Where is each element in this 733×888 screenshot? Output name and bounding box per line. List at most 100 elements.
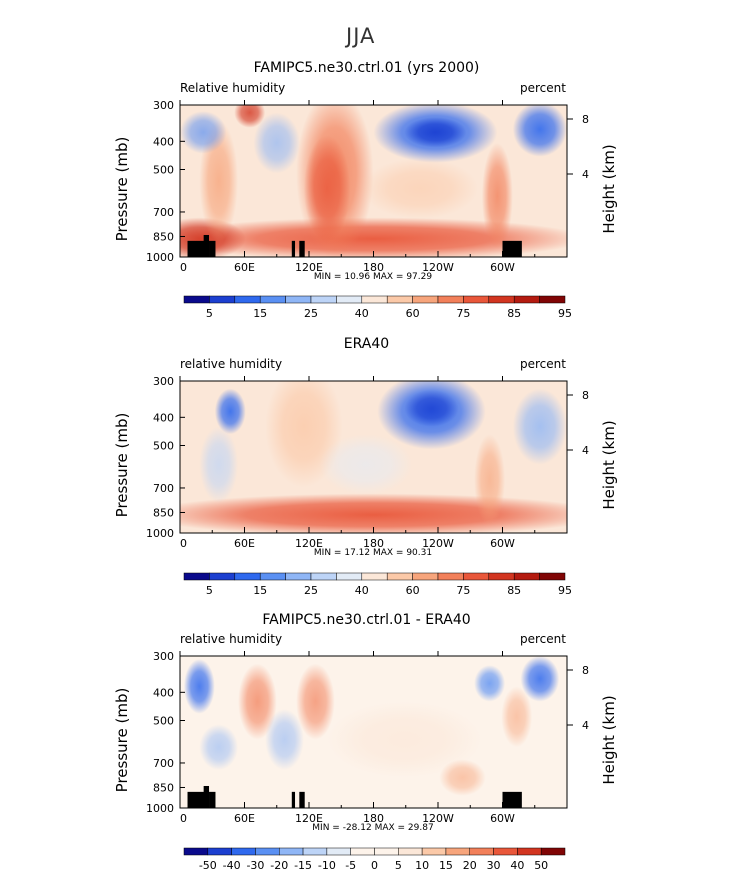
panel-3-topography: [203, 785, 210, 808]
panel-3-colorbar-label: 30: [487, 859, 501, 872]
panel-3-ytick-label: 850: [153, 781, 174, 794]
panel-1-topography: [209, 240, 216, 257]
panel-2-colorbar-label: 5: [206, 584, 213, 597]
panel-3-y2tick-label: 8: [582, 664, 589, 677]
panel-2-colorbar-label: 75: [456, 584, 470, 597]
panel-2-colorbar-label: 25: [304, 584, 318, 597]
panel-2-colorbar: 5 15 25 40 60 75 85 95: [183, 572, 572, 597]
panel-2-ytick-label: 850: [153, 506, 174, 519]
panel-3-colorbar-swatch: [421, 847, 447, 856]
panel-2-stats: MIN = 17.12 MAX = 90.31: [314, 548, 432, 558]
panel-1-topography: [203, 234, 210, 257]
panel-1-xtick-label: 120W: [422, 261, 454, 274]
panel-2-title: ERA40: [343, 336, 390, 352]
panel-1-colorbar-swatch: [412, 295, 439, 304]
panel-2-heatmap: [180, 381, 567, 533]
panel-3-colorbar-swatch: [326, 847, 351, 856]
panel-3-colorbar-swatch: [302, 847, 328, 856]
panel-3-left-label: relative humidity: [180, 632, 283, 646]
panel-1-colorbar: 5 15 25 40 60 75 85 95: [183, 295, 572, 320]
panel-3-ytick-label: 400: [153, 686, 174, 699]
panel-3-colorbar-swatch: [231, 847, 256, 856]
panel-3-topography: [299, 791, 305, 808]
panel-3-colorbar-label: 0: [371, 859, 378, 872]
panel-3-colorbar-label: 15: [439, 859, 453, 872]
panel-2-colorbar-swatch: [285, 572, 312, 581]
panel-2-colorbar-label: 85: [507, 584, 521, 597]
panel-1-topography: [502, 240, 522, 257]
panel-1-colorbar-label: 40: [355, 307, 369, 320]
panel-3-colorbar-label: 40: [510, 859, 524, 872]
panel-3-xtick-label: 180: [363, 812, 384, 825]
panel-3-colorbar-label: 20: [463, 859, 477, 872]
panel-3-colorbar-swatch: [374, 847, 399, 856]
panel-1-xtick-label: 120E: [295, 261, 323, 274]
panel-1-colorbar-swatch: [259, 295, 286, 304]
panel-2-ytick-label: 500: [153, 439, 174, 452]
panel-1-colorbar-swatch: [437, 295, 464, 304]
panel-1-colorbar-label: 85: [507, 307, 521, 320]
panel-2-colorbar-label: 15: [253, 584, 267, 597]
panel-3-xtick-label: 0: [180, 812, 187, 825]
panel-3-xtick-label: 120E: [295, 812, 323, 825]
panel-3-colorbar-label: 50: [534, 859, 548, 872]
panel-1-colorbar-swatch: [336, 295, 363, 304]
panel-1-stats: MIN = 10.96 MAX = 97.29: [314, 272, 432, 282]
panel-2-xtick-label: 120E: [295, 537, 323, 550]
panel-3-colorbar-swatch: [207, 847, 232, 856]
panel-1-ytick-label: 400: [153, 135, 174, 148]
panel-2-colorbar-swatch: [336, 572, 363, 581]
panel-1-colorbar-swatch: [361, 295, 388, 304]
panel-2-left-label: relative humidity: [180, 357, 283, 371]
panel-3-right-label: percent: [520, 632, 566, 646]
panel-1-colorbar-swatch: [183, 295, 210, 304]
panel-3-xtick-label: 60E: [234, 812, 255, 825]
panel-3-colorbar-swatch: [350, 847, 375, 856]
panel-3-colorbar-swatch: [279, 847, 304, 856]
panel-1-colorbar-swatch: [310, 295, 337, 304]
panel-2-ytick-label: 400: [153, 411, 174, 424]
panel-2-ytick-label: 1000: [146, 527, 174, 540]
panel-3-colorbar-label: -30: [246, 859, 264, 872]
panel-3-colorbar-label: -20: [270, 859, 288, 872]
panel-2-right-label: percent: [520, 357, 566, 371]
panel-2-colorbar-label: 40: [355, 584, 369, 597]
panel-2-xtick-label: 60W: [490, 537, 515, 550]
panel-2-colorbar-swatch: [259, 572, 286, 581]
panel-2-colorbar-swatch: [310, 572, 337, 581]
panel-1-colorbar-label: 15: [253, 307, 267, 320]
panel-3-stats: MIN = -28.12 MAX = 29.87: [312, 823, 433, 833]
panel-3-topography: [209, 791, 216, 808]
panel-3-ytick-label: 1000: [146, 802, 174, 815]
panel-3-colorbar-label: -40: [223, 859, 241, 872]
panel-1-heatmap: [180, 105, 567, 257]
panel-1-ytick-label: 300: [153, 99, 174, 112]
panel-1-right-label: percent: [520, 81, 566, 95]
panel-2-xtick-label: 120W: [422, 537, 454, 550]
panel-2-colorbar-label: 95: [558, 584, 572, 597]
panel-2-ytick-label: 300: [153, 375, 174, 388]
panel-1-y2tick-label: 4: [582, 168, 589, 181]
panel-3-colorbar-label: -15: [294, 859, 312, 872]
panel-1-xtick-label: 0: [180, 261, 187, 274]
panel-2-xtick-label: 60E: [234, 537, 255, 550]
panel-1-colorbar-swatch: [488, 295, 515, 304]
panel-1-topography: [299, 240, 305, 257]
panel-1-title: FAMIPC5.ne30.ctrl.01 (yrs 2000): [253, 60, 480, 76]
panel-2-colorbar-swatch: [463, 572, 490, 581]
panel-2-xtick-label: 0: [180, 537, 187, 550]
panel-3-colorbar-swatch: [398, 847, 423, 856]
panel-2-y2tick-label: 8: [582, 389, 589, 402]
panel-2-colorbar-swatch: [513, 572, 540, 581]
panel-3-colorbar-swatch: [445, 847, 470, 856]
panel-1-colorbar-label: 25: [304, 307, 318, 320]
panel-2-ytick-label: 700: [153, 482, 174, 495]
panel-3-heatmap: [180, 656, 567, 808]
panel-3-title: FAMIPC5.ne30.ctrl.01 - ERA40: [262, 612, 471, 628]
panel-1-colorbar-swatch: [209, 295, 236, 304]
panel-2-colorbar-swatch: [488, 572, 515, 581]
panel-1-ytick-label: 850: [153, 230, 174, 243]
panel-3-colorbar-label: 10: [415, 859, 429, 872]
panel-1-colorbar-swatch: [285, 295, 312, 304]
